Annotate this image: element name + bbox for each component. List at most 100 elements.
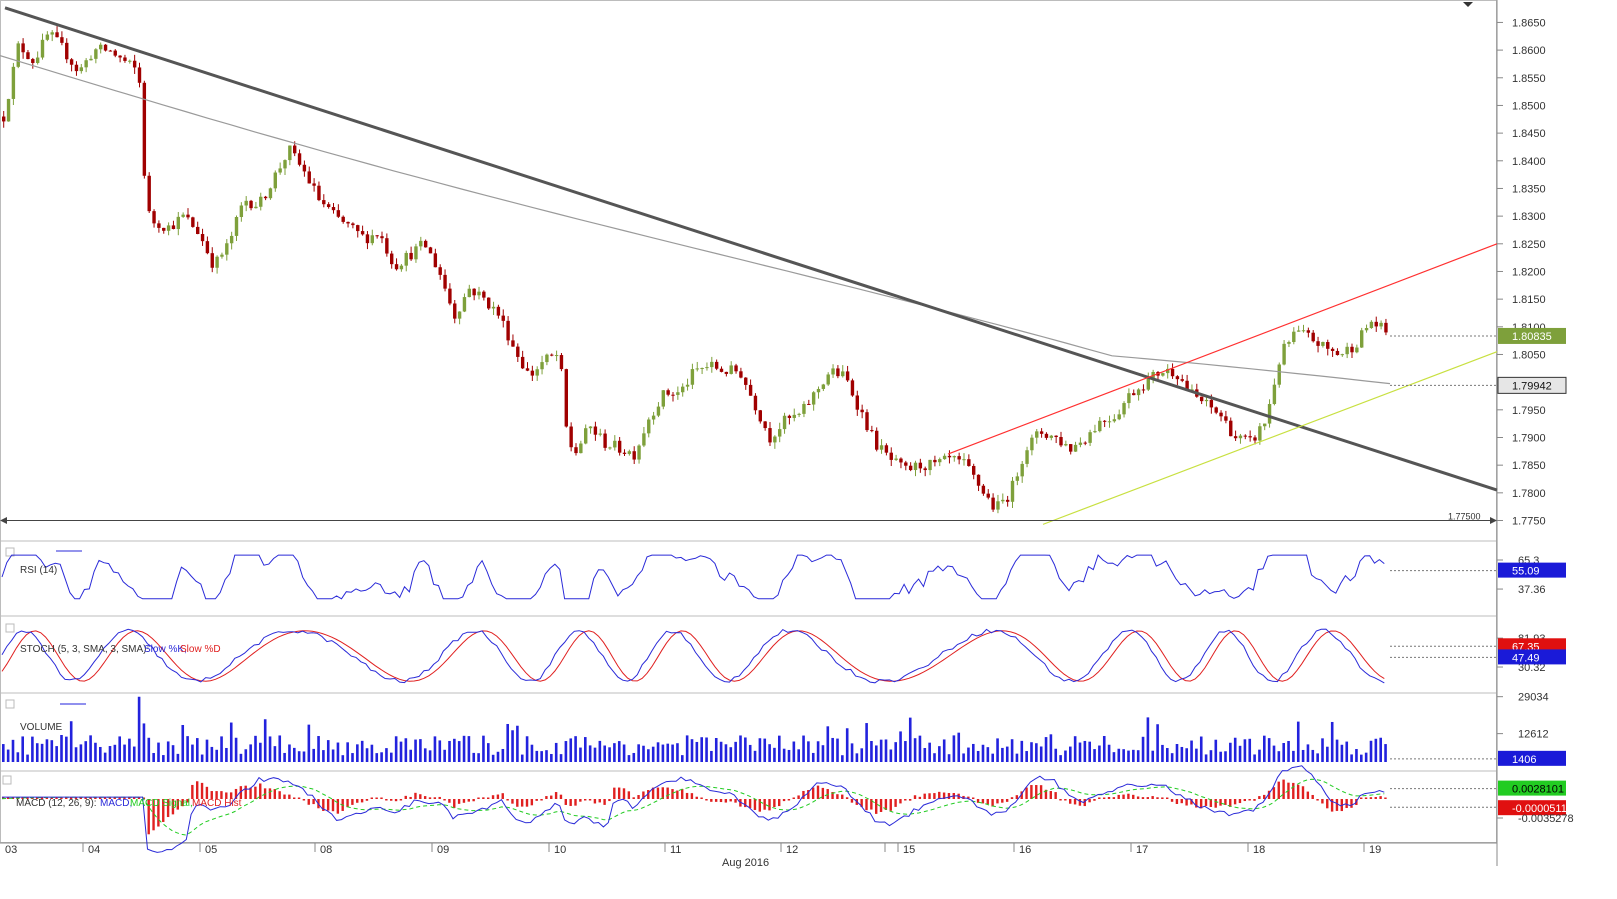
macd-hist-bar xyxy=(530,799,534,806)
candle-body xyxy=(593,426,598,435)
volume-bar xyxy=(1054,748,1058,762)
volume-bar xyxy=(205,739,209,762)
volume-bar xyxy=(1064,750,1067,762)
volume-bar xyxy=(394,736,398,762)
volume-bar xyxy=(1287,740,1290,762)
macd-hist-bar xyxy=(540,799,543,801)
volume-bar xyxy=(157,742,160,762)
macd-hist-bar xyxy=(773,799,776,808)
candle-body xyxy=(191,217,195,227)
macd-hist-bar xyxy=(1122,794,1125,799)
volume-bar xyxy=(981,744,985,762)
stoch-panel-title: STOCH (5, 3, SMA, 3, SMA): xyxy=(20,644,149,655)
volume-bar xyxy=(1170,753,1174,762)
macd-hist-bar xyxy=(1146,797,1149,799)
candle-body xyxy=(758,410,762,422)
macd-hist-bar xyxy=(501,793,504,799)
volume-bar xyxy=(870,740,873,762)
macd-hist-bar xyxy=(35,797,39,799)
candle-body xyxy=(200,234,205,242)
macd-hist-bar xyxy=(593,799,597,804)
candle-body xyxy=(234,217,239,236)
volume-bar xyxy=(719,741,723,762)
volume-bar xyxy=(1204,754,1208,762)
macd-hist-bar xyxy=(191,784,194,799)
candle-body xyxy=(608,447,612,449)
candle-body xyxy=(748,384,753,396)
volume-bar xyxy=(836,738,839,762)
macd-hist-bar xyxy=(928,793,931,799)
volume-bar xyxy=(603,745,606,762)
candle-body xyxy=(317,185,321,201)
volume-bar xyxy=(1340,744,1344,762)
x-tick-label: 03 xyxy=(5,844,17,856)
volume-bar xyxy=(162,755,165,762)
volume-bar xyxy=(370,744,374,762)
candle-body xyxy=(506,320,510,341)
candle-body xyxy=(1321,342,1325,346)
volume-bar xyxy=(938,746,941,762)
macd-hist-bar xyxy=(394,799,398,802)
macd-hist-bar xyxy=(1316,799,1319,801)
macd-hist-bar xyxy=(976,799,980,803)
volume-bar xyxy=(6,749,10,762)
macd-hist-bar xyxy=(545,796,548,799)
candle-body xyxy=(908,465,913,471)
macd-hist-bar xyxy=(744,799,747,808)
macd-hist-bar xyxy=(908,799,912,801)
candle-body xyxy=(467,288,471,298)
macd-hist-bar xyxy=(710,799,713,802)
volume-bar xyxy=(1258,749,1261,762)
candle-body xyxy=(1330,348,1335,351)
volume-bar xyxy=(579,747,582,762)
candle-body xyxy=(831,368,835,375)
macd-hist-bar xyxy=(1039,785,1043,799)
candle-body xyxy=(1083,442,1087,444)
macd-hist-bar xyxy=(60,797,63,799)
volume-bar xyxy=(947,754,951,762)
volume-bar xyxy=(744,737,747,762)
candle-body xyxy=(229,235,234,244)
macd-hist-bar xyxy=(845,797,849,799)
ma-value: 1.79942 xyxy=(1512,380,1552,392)
x-tick-label: 18 xyxy=(1253,844,1265,856)
macd-hist-bar xyxy=(1321,799,1324,804)
macd-hist-bar xyxy=(1364,797,1368,799)
y-tick-label: 1.8200 xyxy=(1512,266,1546,278)
macd-hist-bar xyxy=(132,797,136,799)
macd-hist-bar xyxy=(1020,791,1023,799)
candle-body xyxy=(40,39,45,58)
macd-hist-bar xyxy=(268,788,272,799)
volume-bar xyxy=(535,750,539,762)
candle-body xyxy=(1233,436,1238,439)
volume-bar xyxy=(1190,740,1193,762)
candle-body xyxy=(826,374,830,385)
candle-body xyxy=(1369,321,1374,329)
volume-bar xyxy=(74,747,78,762)
candle-body xyxy=(836,368,840,377)
macd-hist-bar xyxy=(1384,797,1387,799)
volume-bar xyxy=(1146,717,1150,762)
macd-hist-bar xyxy=(1263,794,1266,799)
macd-hist-bar xyxy=(613,787,616,799)
macd-hist-bar xyxy=(1330,799,1334,812)
macd-hist-bar xyxy=(816,785,820,799)
macd-hist-bar xyxy=(103,797,107,799)
candle-body xyxy=(1292,331,1296,343)
volume-bar xyxy=(356,744,359,762)
volume-bar xyxy=(171,745,175,762)
macd-hist-bar xyxy=(1054,792,1057,799)
candle-body xyxy=(705,367,709,369)
volume-bar xyxy=(1263,735,1266,762)
macd-hist-bar xyxy=(390,799,393,801)
volume-bar xyxy=(554,742,558,762)
volume-bar xyxy=(545,750,548,762)
candle-body xyxy=(186,214,190,218)
macd-hist-bar xyxy=(714,799,718,802)
candle-body xyxy=(239,205,244,218)
candle-body xyxy=(1107,421,1112,423)
candle-body xyxy=(443,274,447,289)
candle-body xyxy=(879,445,884,450)
